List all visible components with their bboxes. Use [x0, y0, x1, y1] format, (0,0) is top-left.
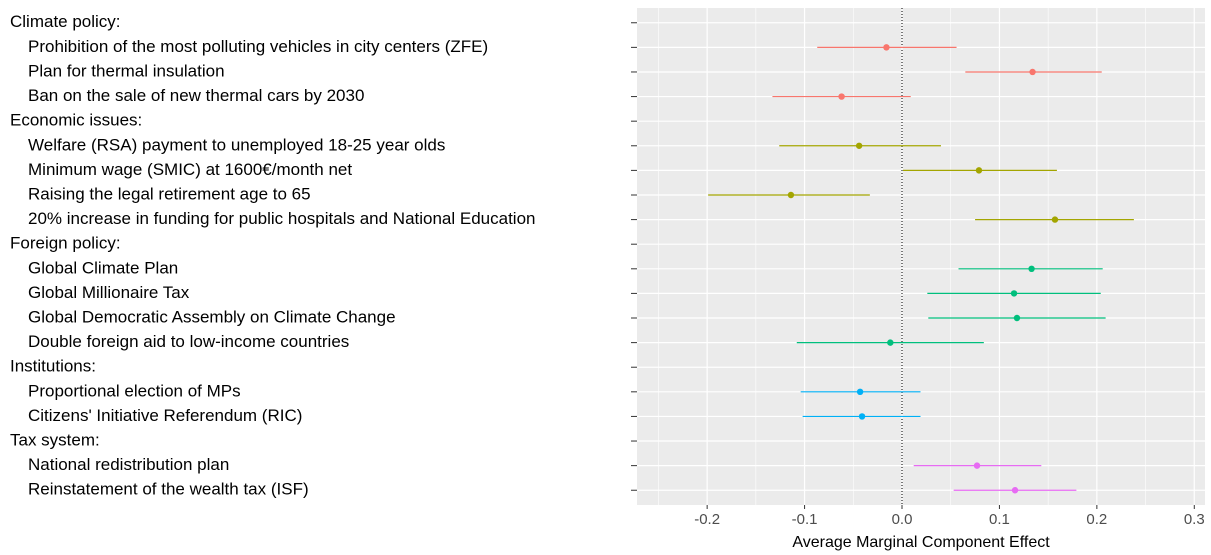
point [1029, 68, 1036, 76]
point [975, 167, 983, 174]
y-tick-label: Double foreign aid to low-income countri… [28, 332, 349, 351]
point [856, 388, 864, 396]
point [1011, 487, 1019, 494]
point [858, 413, 866, 420]
y-tick-label: Ban on the sale of new thermal cars by 2… [28, 86, 364, 105]
x-tick-label: 0.2 [1086, 511, 1107, 528]
y-tick-label: Global Millionaire Tax [28, 283, 190, 302]
point [887, 339, 894, 346]
point [973, 462, 981, 469]
y-tick-label: Global Democratic Assembly on Climate Ch… [28, 307, 396, 326]
y-tick-label: Prohibition of the most polluting vehicl… [28, 37, 488, 56]
panel-background [637, 8, 1205, 505]
point [1010, 290, 1018, 297]
y-tick-label: Citizens' Initiative Referendum (RIC) [28, 406, 302, 425]
y-tick-label: Climate policy: [10, 12, 121, 31]
x-tick-label: -0.2 [694, 511, 720, 528]
x-tick-label: -0.1 [792, 511, 818, 528]
point [855, 142, 863, 149]
x-tick-label: 0.0 [892, 511, 913, 528]
x-tick-label: 0.3 [1184, 511, 1205, 528]
y-tick-label: Foreign policy: [10, 234, 121, 253]
y-tick-label: 20% increase in funding for public hospi… [28, 209, 536, 228]
y-tick-label: Minimum wage (SMIC) at 1600€/month net [28, 160, 352, 179]
y-tick-label: Economic issues: [10, 111, 142, 130]
y-tick-label: Global Climate Plan [28, 258, 178, 277]
y-tick-label: Plan for thermal insulation [28, 61, 225, 80]
y-tick-label: Institutions: [10, 357, 96, 376]
point [838, 93, 845, 100]
y-tick-label: Tax system: [10, 431, 100, 450]
x-axis-title: Average Marginal Component Effect [792, 534, 1050, 551]
y-tick-label: National redistribution plan [28, 455, 229, 474]
point [1051, 216, 1059, 223]
y-tick-label: Raising the legal retirement age to 65 [28, 184, 311, 203]
point [883, 44, 890, 51]
x-tick-label: 0.1 [989, 511, 1010, 528]
y-tick-label: Reinstatement of the wealth tax (ISF) [28, 480, 309, 499]
y-tick-label: Welfare (RSA) payment to unemployed 18-2… [28, 135, 445, 154]
point [1028, 265, 1035, 273]
point [1013, 314, 1021, 322]
y-tick-label: Proportional election of MPs [28, 381, 241, 400]
point [787, 191, 795, 199]
